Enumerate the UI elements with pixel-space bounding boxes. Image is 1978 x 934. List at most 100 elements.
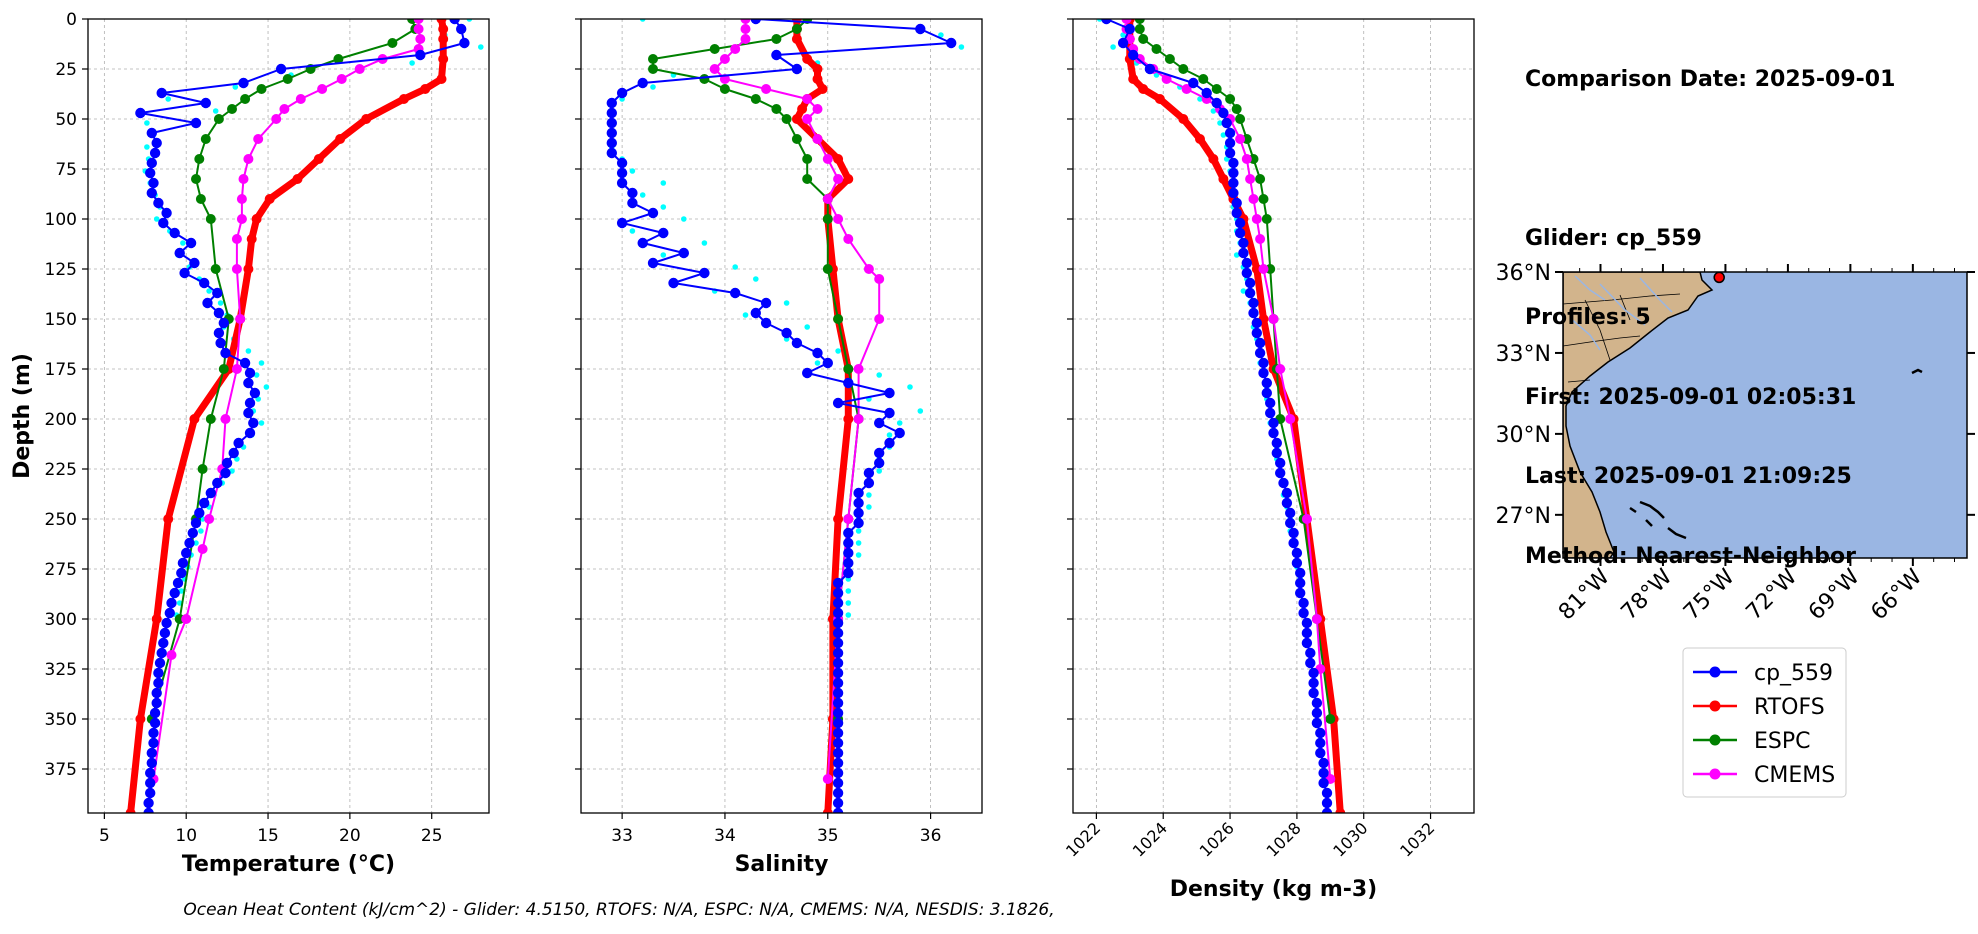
data-point [149,717,161,729]
map-rivers [1569,275,1673,421]
data-point [874,457,885,469]
data-point [791,114,802,124]
data-point [1291,557,1303,569]
data-point [802,367,813,379]
data-point [199,277,210,289]
legend: cp_559 RTOFS ESPC CMEMS [1682,647,1847,798]
data-point [884,437,895,449]
data-point [205,414,216,424]
data-point [832,777,844,789]
data-point [180,240,186,246]
data-point [1225,94,1236,104]
map-lat-label: 27°N [1496,504,1551,529]
data-point [1248,297,1259,309]
glider-id: Glider: cp_559 [1525,225,1702,251]
data-point [236,194,247,204]
data-point [1235,114,1246,124]
data-point [843,514,854,524]
series-line [127,19,447,813]
data-point [812,64,823,74]
data-point [907,384,913,390]
x-tick-label: 36 [920,826,942,846]
data-point [1128,49,1139,61]
data-point [1318,777,1329,789]
data-point [313,154,324,164]
data-point [1234,227,1246,239]
data-point [761,84,772,94]
data-point [178,588,185,594]
gridlines [581,18,982,813]
data-point [822,214,833,224]
data-point [220,467,231,479]
data-point [822,264,833,274]
data-point [1154,94,1165,104]
data-point [194,154,205,164]
data-point [1241,257,1253,269]
data-point [1321,807,1333,813]
data-point [1101,19,1112,25]
data-point [1096,19,1103,22]
ocean-heat-content-footer: Ocean Heat Content (kJ/cm^2) - Glider: 4… [183,900,1055,920]
data-point [153,667,164,679]
series-cp-559 [135,19,470,813]
data-point [1228,167,1239,179]
data-point [855,552,862,558]
data-point [668,277,679,289]
data-point [210,264,221,274]
data-point [832,727,844,739]
data-point [148,727,159,739]
data-point [719,84,730,94]
data-point [282,74,293,84]
data-point [195,194,206,204]
y-axis: 0 25 50 75 100 125 150 175 200 225 250 275 300 325 350… [45,10,88,780]
data-point [151,697,162,709]
y-axis [575,18,581,770]
data-point [863,264,874,274]
data-point [1275,364,1286,374]
data-point [1311,697,1323,709]
data-point [771,49,782,61]
data-point [845,600,852,606]
data-point [812,74,823,84]
data-point [438,24,449,34]
data-point [1298,607,1309,619]
data-point [1261,214,1272,224]
data-point [1228,157,1239,169]
data-point [238,77,249,89]
x-tick-label: 1030 [1329,818,1371,860]
data-point [832,657,844,669]
y-tick-label: 100 [45,210,77,230]
data-point [894,427,905,439]
data-point [791,63,803,75]
data-point [258,420,265,426]
x-tick-label: 15 [257,826,279,846]
data-point [1128,74,1139,84]
data-point [791,337,803,349]
data-point [177,557,189,569]
data-point [184,537,195,549]
data-point [876,468,882,474]
data-point [1281,487,1293,499]
data-point [1288,527,1299,539]
data-point [606,127,617,139]
data-point [263,384,270,390]
data-point [740,34,751,44]
data-point [1295,577,1306,589]
data-point [243,154,254,164]
data-point [832,687,844,699]
y-tick-label: 50 [55,110,77,130]
data-point [1161,74,1172,84]
last-profile-time: Last: 2025-09-01 21:09:25 [1525,464,1852,489]
data-point [1117,37,1129,49]
series-rtofs [125,19,449,813]
data-point [843,174,854,184]
data-point [200,97,211,109]
data-point [1308,687,1319,699]
data-point [855,528,862,534]
data-point [832,607,844,619]
data-point [218,364,229,374]
data-point [822,774,833,784]
y-tick-label: 125 [45,260,77,280]
data-point [456,23,467,35]
